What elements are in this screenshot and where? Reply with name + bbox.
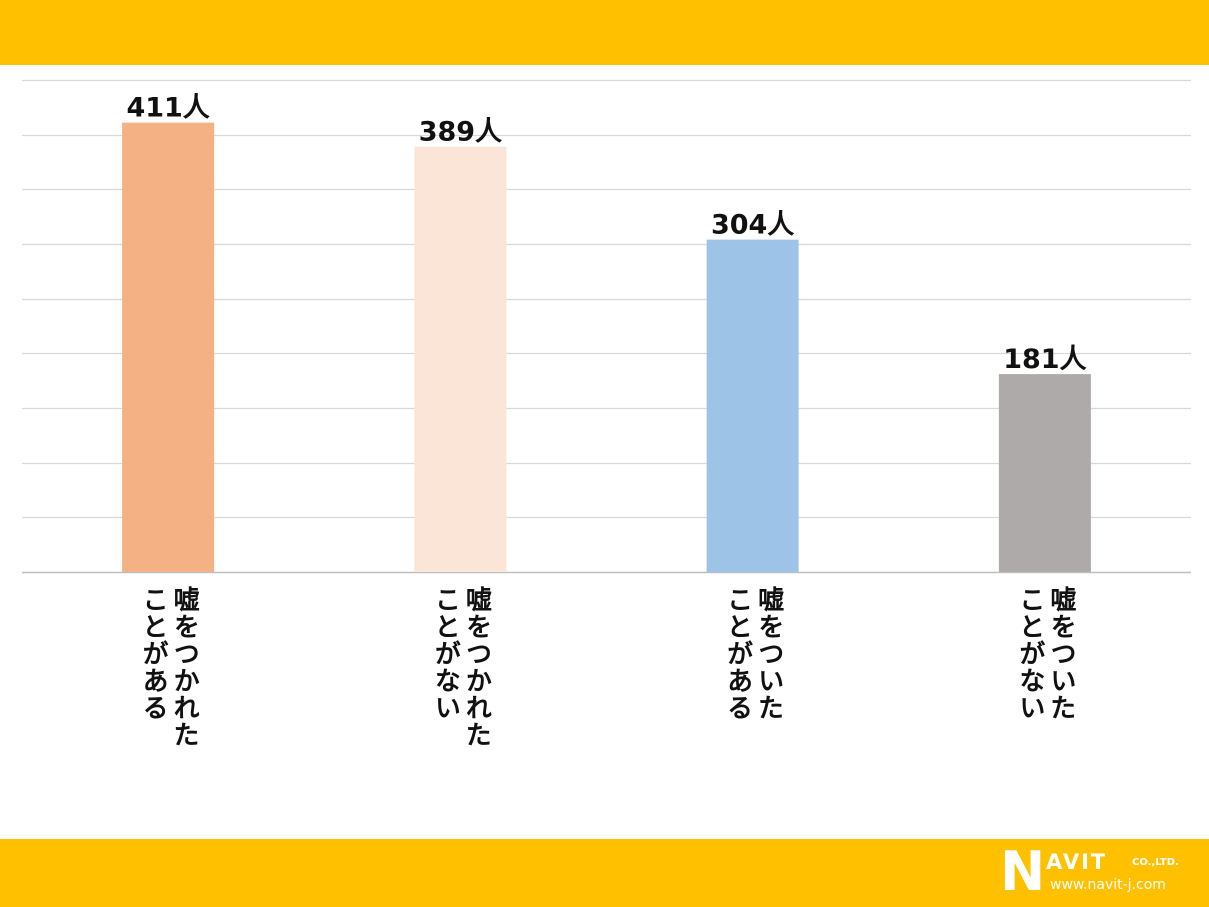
data-label-4: 181人: [1003, 344, 1086, 375]
logo-suffix: CO.,LTD.: [1132, 857, 1179, 868]
category-label-2: 嘘をつかれた ことがない: [430, 586, 492, 748]
bar-4: [998, 374, 1091, 572]
logo-letter: N: [1000, 840, 1046, 903]
category-label-line: 嘘をつかれた: [169, 586, 200, 748]
navit-logo: N AVIT CO.,LTD. www.navit-j.com: [998, 845, 1203, 901]
bar-3: [706, 239, 799, 573]
category-label-3: 嘘をついた ことがある: [722, 586, 784, 721]
logo-word: AVIT: [1046, 850, 1108, 874]
data-label-3: 304人: [711, 210, 794, 241]
category-label-line: ことがない: [430, 586, 461, 721]
category-label-line: 嘘をついた: [753, 586, 784, 721]
category-label-line: ことがある: [722, 586, 753, 721]
bar-1: [122, 122, 215, 572]
category-label-line: 嘘をつかれた: [461, 586, 492, 748]
data-labels: 411人 389人 304人 181人: [126, 93, 1086, 375]
category-label-4: 嘘をついた ことがない: [1014, 586, 1076, 721]
gridlines: [22, 79, 1191, 574]
footer-band: [0, 839, 1209, 907]
logo-url: www.navit-j.com: [1050, 877, 1166, 893]
data-label-2: 389人: [419, 117, 502, 148]
category-label-line: ことがある: [138, 586, 169, 721]
category-label-line: 嘘をついた: [1045, 586, 1076, 721]
bars: [122, 122, 1091, 573]
data-label-1: 411人: [126, 93, 209, 124]
category-label-line: ことがない: [1014, 586, 1045, 721]
header-band: [0, 0, 1209, 65]
category-label-1: 嘘をつかれた ことがある: [138, 586, 200, 748]
bar-2: [414, 146, 507, 572]
